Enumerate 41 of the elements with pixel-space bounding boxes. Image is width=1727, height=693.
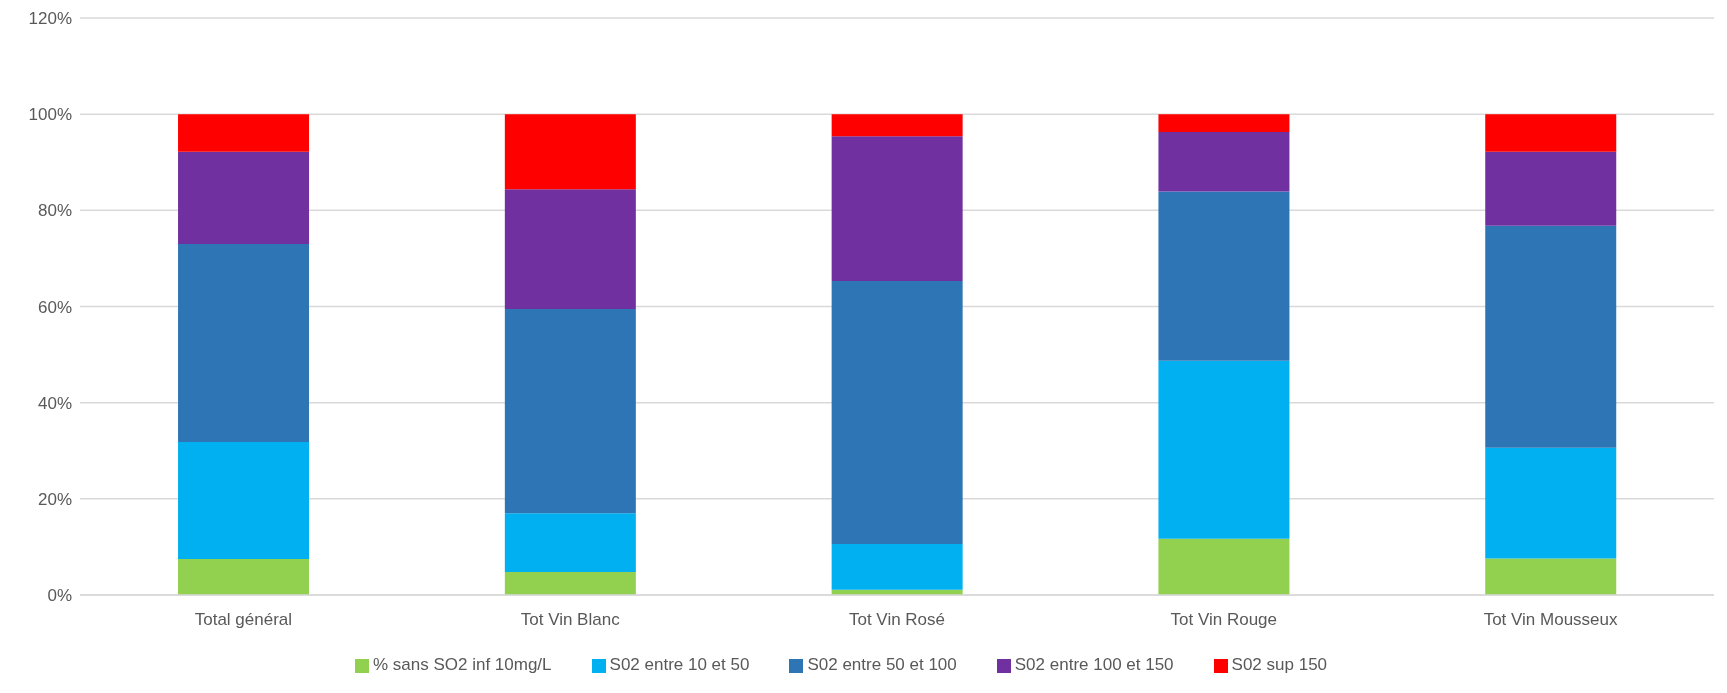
bar: [1485, 447, 1617, 559]
bar: [1485, 151, 1617, 226]
y-tick-label: 20%: [37, 489, 72, 509]
legend-label: % sans SO2 inf 10mg/L: [372, 655, 552, 674]
bar: [1158, 538, 1290, 595]
legend-label: S02 entre 100 et 150: [1014, 655, 1174, 674]
bar: [1158, 360, 1290, 539]
bar: [504, 189, 636, 309]
bar: [504, 571, 636, 595]
y-tick-label: 80%: [37, 201, 72, 221]
bar: [831, 544, 963, 590]
bar: [1485, 558, 1617, 595]
bar: [504, 308, 636, 514]
y-tick-label: 60%: [37, 297, 72, 317]
y-tick-label: 100%: [28, 105, 72, 125]
bar: [831, 136, 963, 282]
bar: [1158, 191, 1290, 361]
bar: [178, 243, 310, 443]
bar: [178, 114, 310, 152]
x-tick-label: Tot Vin Mousseux: [1483, 610, 1619, 630]
bar: [1158, 114, 1290, 132]
bar: [831, 114, 963, 137]
bar: [1158, 131, 1290, 192]
y-tick-label: 120%: [28, 9, 72, 29]
x-tick-label: Tot Vin Blanc: [520, 610, 621, 630]
bar: [1485, 114, 1617, 152]
bar: [178, 442, 310, 559]
bar: [831, 281, 963, 545]
y-tick-label: 0%: [47, 586, 72, 606]
bar: [504, 513, 636, 572]
legend-label: S02 sup 150: [1231, 655, 1328, 674]
x-tick-label: Tot Vin Rosé: [848, 610, 946, 630]
x-tick-label: Tot Vin Rouge: [1170, 610, 1278, 630]
legend-label: S02 entre 10 et 50: [609, 655, 750, 674]
bar: [504, 114, 636, 190]
bar: [178, 558, 310, 595]
bar: [1485, 225, 1617, 448]
bar: [178, 151, 310, 244]
y-tick-label: 40%: [37, 393, 72, 413]
x-tick-label: Total général: [194, 610, 293, 630]
legend-label: S02 entre 50 et 100: [807, 655, 957, 674]
